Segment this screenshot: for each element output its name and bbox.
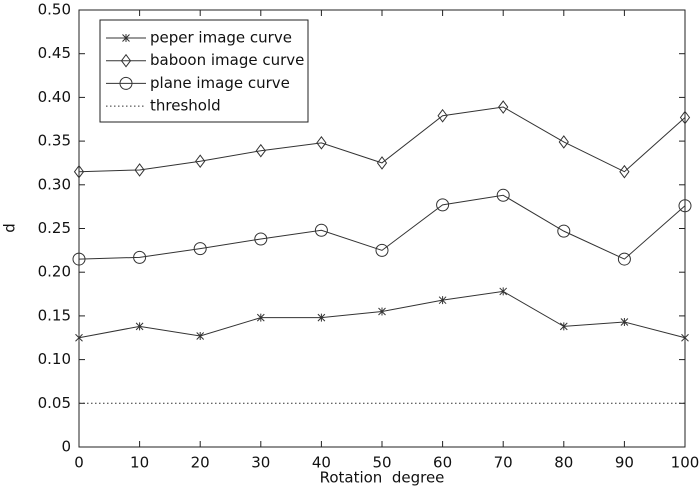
marker — [119, 76, 133, 90]
marker — [438, 296, 447, 305]
y-tick-label: 0.40 — [38, 88, 71, 106]
y-tick-label: 0.15 — [38, 306, 71, 324]
marker — [558, 135, 569, 149]
y-tick-label: 0.35 — [38, 132, 71, 150]
marker — [375, 243, 389, 257]
y-tick-label: 0.25 — [38, 219, 71, 237]
legend-label: baboon image curve — [150, 51, 304, 69]
marker — [559, 322, 568, 331]
legend-box — [99, 19, 309, 123]
marker — [254, 232, 268, 246]
marker — [193, 242, 207, 256]
marker — [378, 307, 386, 316]
marker — [255, 143, 266, 158]
x-tick-label: 90 — [615, 454, 634, 472]
y-tick-label: 0.50 — [38, 1, 71, 19]
marker — [314, 223, 328, 237]
marker — [72, 252, 86, 266]
marker — [496, 188, 510, 202]
marker — [557, 224, 571, 238]
legend-label: peper image curve — [150, 29, 292, 47]
marker — [436, 198, 450, 212]
y-tick-label: 0.05 — [38, 394, 71, 412]
marker — [376, 156, 388, 170]
y-tick-label: 0.10 — [38, 350, 71, 368]
x-tick-label: 10 — [130, 454, 149, 472]
x-tick-label: 50 — [372, 454, 391, 472]
x-tick-label: 60 — [433, 454, 452, 472]
marker — [133, 250, 147, 264]
marker — [679, 110, 691, 125]
x-tick-label: 40 — [312, 454, 331, 472]
x-tick-label: 100 — [671, 454, 700, 472]
marker — [620, 318, 629, 327]
marker — [122, 34, 130, 42]
y-tick-label: 0 — [61, 438, 71, 456]
marker — [316, 136, 327, 150]
series-line — [78, 194, 686, 260]
marker — [681, 333, 689, 342]
y-tick-label: 0.30 — [38, 175, 71, 193]
marker — [619, 164, 630, 179]
marker — [73, 164, 85, 179]
legend-label: plane image curve — [150, 74, 290, 92]
marker — [617, 252, 631, 266]
legend-label: threshold — [150, 97, 221, 115]
marker — [437, 108, 448, 123]
marker — [498, 100, 509, 114]
y-tick-label: 0.20 — [38, 263, 71, 281]
marker — [134, 163, 145, 177]
x-tick-label: 20 — [191, 454, 210, 472]
marker — [196, 332, 205, 341]
marker — [135, 322, 144, 331]
marker — [317, 313, 326, 322]
x-tick-label: 0 — [74, 454, 84, 472]
x-axis-label: Rotation degree — [320, 469, 445, 487]
series-line — [78, 106, 686, 173]
x-tick-label: 80 — [554, 454, 573, 472]
x-tick-label: 70 — [494, 454, 513, 472]
marker — [120, 53, 132, 68]
marker — [75, 333, 83, 342]
x-tick-label: 30 — [251, 454, 270, 472]
y-tick-label: 0.45 — [38, 44, 71, 62]
y-axis-label: d — [1, 223, 19, 233]
marker — [256, 313, 265, 322]
marker — [499, 287, 508, 296]
marker — [195, 154, 206, 169]
marker — [678, 199, 692, 213]
